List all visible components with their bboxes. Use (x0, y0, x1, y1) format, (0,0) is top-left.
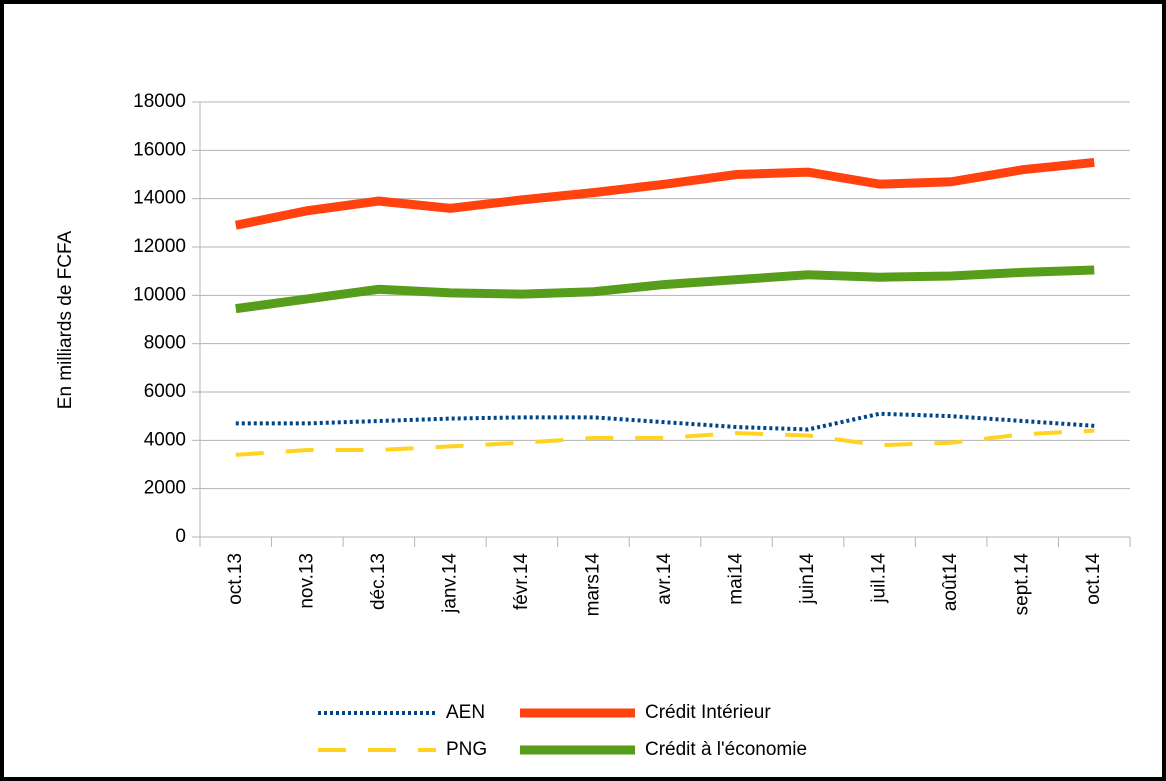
legend-label: Crédit Intérieur (645, 702, 771, 723)
x-tick-label: nov.13 (296, 553, 317, 609)
y-tick-label: 16000 (133, 139, 186, 160)
y-tick-label: 6000 (144, 381, 186, 402)
x-tick-label: févr.14 (511, 553, 532, 610)
legend-label: AEN (446, 702, 485, 723)
legend-label: PNG (446, 739, 487, 760)
x-tick-label: janv.14 (439, 553, 460, 614)
x-tick-label: déc.13 (368, 553, 389, 610)
x-tick-label: août14 (940, 553, 961, 612)
y-tick-label: 2000 (144, 478, 186, 499)
x-tick-label: oct.13 (225, 553, 246, 605)
x-tick-label: mai14 (726, 553, 747, 605)
x-tick-label: mars14 (582, 553, 603, 617)
series-line (235, 428, 1095, 457)
x-tick-label: avr.14 (654, 553, 675, 605)
x-tick-label: juil.14 (869, 553, 890, 604)
y-tick-label: 18000 (133, 91, 186, 112)
y-axis-label: En milliards de FCFA (55, 230, 76, 409)
y-tick-label: 10000 (133, 284, 186, 305)
series-line (235, 265, 1095, 314)
y-tick-label: 4000 (144, 429, 186, 450)
y-tick-label: 8000 (144, 333, 186, 354)
y-tick-label: 14000 (133, 188, 186, 209)
y-tick-label: 12000 (133, 236, 186, 257)
y-tick-label: 0 (175, 526, 186, 547)
x-tick-label: oct.14 (1083, 553, 1104, 605)
legend-label: Crédit à l'économie (645, 739, 807, 760)
x-tick-label: juin14 (797, 553, 818, 605)
x-tick-label: sept.14 (1012, 553, 1033, 616)
series-line (234, 157, 1095, 230)
